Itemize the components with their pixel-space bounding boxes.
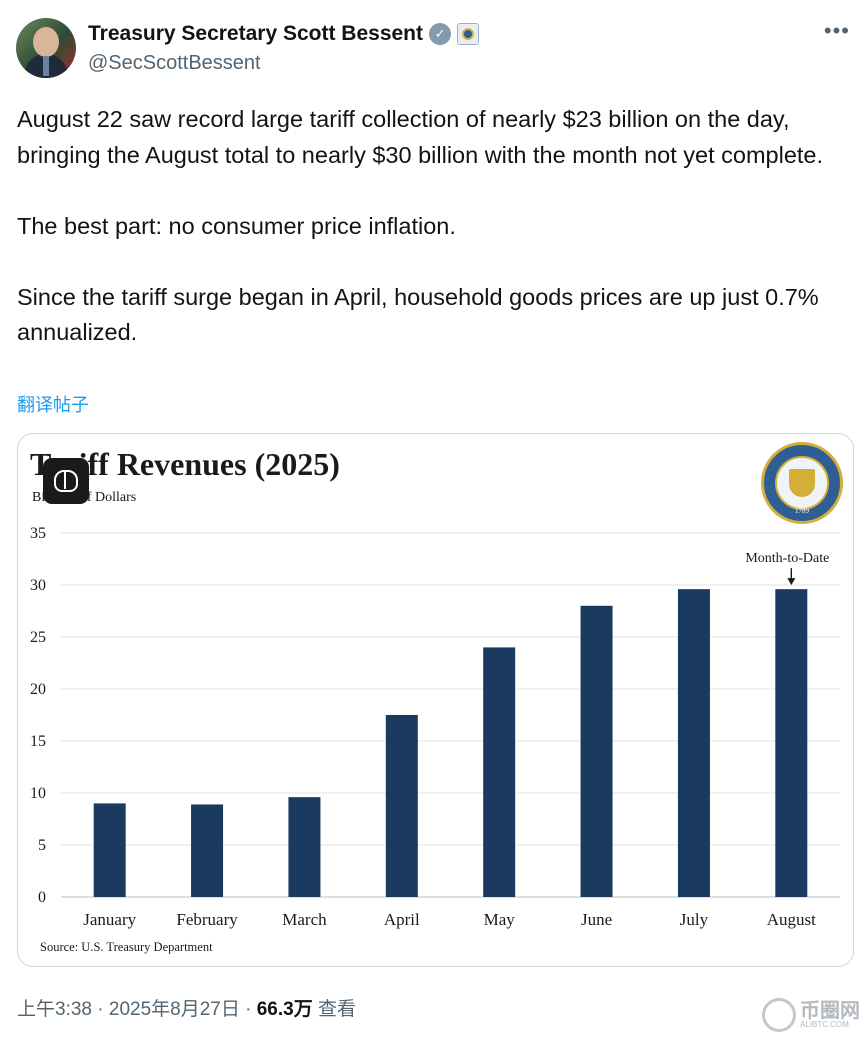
y-tick-label: 15 <box>30 733 46 750</box>
views-count: 66.3万 <box>256 999 313 1020</box>
meta-separator: · <box>245 999 252 1020</box>
y-tick-label: 0 <box>38 889 46 906</box>
y-tick-label: 10 <box>30 785 46 802</box>
chart-source: Source: U.S. Treasury Department <box>40 940 213 954</box>
x-tick-label: May <box>484 910 516 929</box>
x-tick-label: June <box>581 910 612 929</box>
post-time[interactable]: 上午3:38 <box>17 999 92 1020</box>
grok-analyze-button[interactable] <box>43 458 89 504</box>
brain-icon <box>54 470 78 492</box>
post-paragraph: The best part: no consumer price inflati… <box>17 212 456 239</box>
bar-april <box>385 715 418 897</box>
post-date[interactable]: 2025年8月27日 <box>108 999 240 1020</box>
y-tick-label: 5 <box>38 837 46 854</box>
y-tick-label: 30 <box>30 577 46 594</box>
bar-chart: 0 5 10 15 20 25 30 35 January February March April M… <box>30 525 840 929</box>
y-tick-label: 35 <box>30 525 46 542</box>
x-tick-label: April <box>384 910 420 929</box>
post-paragraph: Since the tariff surge began in April, h… <box>17 283 819 346</box>
bar-july <box>677 589 710 897</box>
month-to-date-annotation: Month-to-Date <box>745 551 829 566</box>
annotation-arrow-icon <box>787 578 796 586</box>
bar-january <box>93 803 126 897</box>
bar-march <box>288 797 321 897</box>
x-tick-label: August <box>767 910 816 929</box>
y-tick-label: 25 <box>30 629 46 646</box>
x-tick-label: March <box>282 910 327 929</box>
post-text: August 22 saw record large tariff collec… <box>17 102 857 351</box>
bar-august <box>775 589 808 897</box>
x-tick-label: July <box>680 910 709 929</box>
bar-june <box>580 605 613 897</box>
x-tick-label: January <box>83 910 136 929</box>
bar-february <box>191 804 224 897</box>
watermark-domain: ALIBTC.COM <box>800 1020 849 1029</box>
more-options-icon[interactable]: ••• <box>823 18 850 43</box>
meta-separator: · <box>97 999 104 1020</box>
watermark-logo: 币圈网 ALIBTC.COM <box>762 998 860 1032</box>
translate-post-link[interactable]: 翻译帖子 <box>17 395 89 415</box>
post-paragraph: August 22 saw record large tariff collec… <box>17 106 824 168</box>
author-name-row: Treasury Secretary Scott Bessent ✓ <box>88 20 480 48</box>
author-avatar[interactable] <box>16 18 76 78</box>
treasury-seal-icon: 1789 <box>761 442 843 524</box>
watermark-name: 币圈网 <box>800 1000 860 1022</box>
treasury-affiliation-icon[interactable] <box>457 23 480 45</box>
author-handle[interactable]: @SecScottBessent <box>88 52 261 74</box>
watermark-icon <box>762 998 796 1032</box>
verified-badge-icon[interactable]: ✓ <box>429 23 452 45</box>
y-tick-label: 20 <box>30 681 46 698</box>
chart-image-card[interactable]: Tariff Revenues (2025) Billions of Dolla… <box>17 433 854 967</box>
views-label: 查看 <box>318 999 357 1020</box>
author-display-name[interactable]: Treasury Secretary Scott Bessent <box>88 22 424 45</box>
bar-may <box>483 647 516 897</box>
x-tick-label: February <box>176 910 238 929</box>
seal-year: 1789 <box>795 507 809 515</box>
post-meta: 上午3:38 · 2025年8月27日 · 66.3万 查看 <box>17 994 356 1021</box>
